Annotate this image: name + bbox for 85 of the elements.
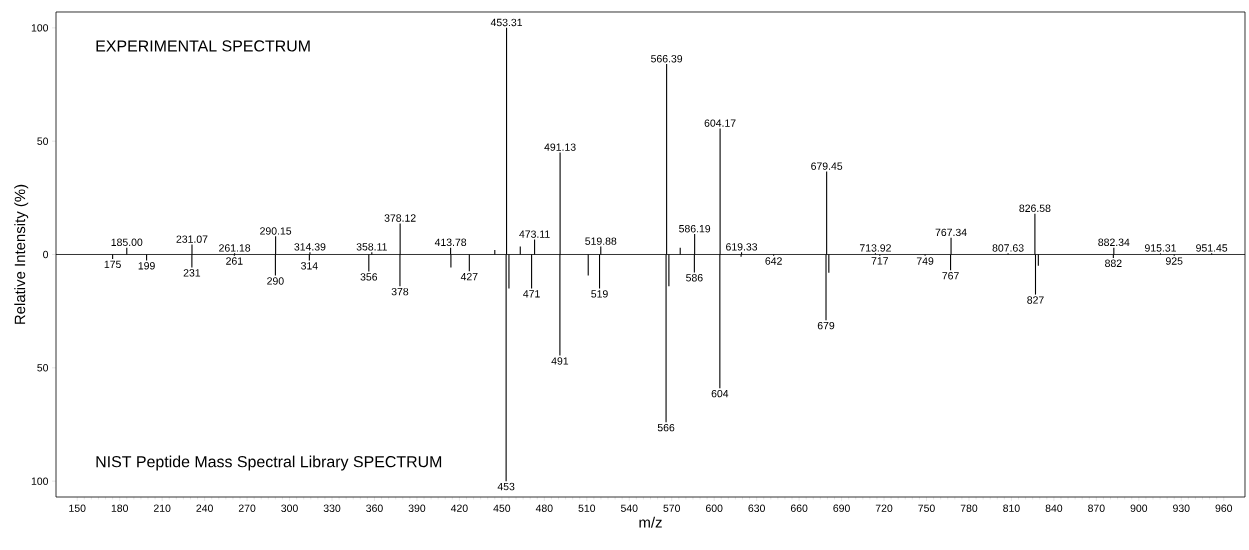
x-tick-label: 300 [281, 504, 298, 512]
annotation: 378 [391, 287, 409, 296]
annotation: 314 [301, 262, 318, 270]
annotation: 175 [104, 260, 121, 269]
annotation: 827 [1027, 296, 1044, 304]
x-tick-label: 690 [833, 504, 850, 512]
annotation: 491 [551, 357, 569, 365]
annotation: 453 [497, 482, 515, 491]
annotation: 519.88 [585, 237, 617, 245]
x-tick-label: 570 [663, 504, 681, 512]
annotation: 586.19 [679, 225, 711, 233]
x-tick-label: 390 [408, 504, 426, 512]
x-tick-label: 270 [238, 504, 256, 512]
x-tick-label: 840 [1045, 504, 1063, 512]
annotation: 951.45 [1196, 244, 1228, 252]
annotation: 473.11 [519, 230, 550, 238]
annotation: 566 [657, 423, 675, 432]
x-axis-title: m/z [639, 516, 662, 528]
y-tick-label: 100 [31, 477, 49, 485]
x-tick-label: 540 [620, 504, 638, 512]
annotation: 679 [817, 321, 835, 330]
x-tick-label: 960 [1215, 504, 1233, 512]
x-tick-label: 600 [705, 504, 723, 512]
annotation: 519 [591, 290, 608, 298]
annotation: 619.33 [726, 243, 758, 251]
x-tick-label: 150 [69, 504, 86, 512]
annotation: 767.34 [935, 228, 967, 237]
x-tick-label: 660 [790, 504, 808, 512]
annotation: 807.63 [992, 244, 1024, 252]
x-tick-label: 240 [196, 504, 213, 512]
annotation: 290 [267, 277, 284, 285]
x-tick-label: 630 [748, 504, 765, 512]
annotation: 427 [460, 272, 478, 281]
annotation: 915.31 [1144, 244, 1176, 252]
annotation: 471 [523, 290, 540, 298]
y-tick-label: 0 [43, 250, 49, 259]
annotation: 826.58 [1019, 204, 1051, 213]
annotation: 882 [1105, 259, 1122, 268]
x-tick-label: 810 [1003, 504, 1020, 512]
annotation: 604.17 [704, 119, 736, 127]
x-tick-label: 180 [111, 504, 129, 512]
annotation: 604 [711, 389, 729, 398]
x-tick-label: 450 [493, 504, 511, 512]
annotation: 566.39 [651, 55, 683, 63]
annotation: 717 [871, 257, 888, 265]
annotation: 314.39 [294, 243, 326, 251]
annotation: 453.31 [490, 18, 523, 27]
annotation: 261 [226, 257, 243, 265]
x-tick-label: 720 [875, 504, 893, 512]
x-tick-label: 900 [1130, 504, 1148, 512]
y-tick-label: 100 [31, 24, 49, 32]
x-tick-label: 870 [1088, 504, 1105, 512]
annotation: 185.00 [111, 238, 143, 247]
y-tick-label: 50 [37, 364, 49, 372]
annotation: 413.78 [434, 238, 467, 247]
annotation: 642 [765, 257, 782, 265]
x-tick-label: 360 [366, 504, 383, 512]
x-tick-label: 420 [450, 504, 468, 512]
annotation: 358.11 [356, 243, 387, 251]
annotation: EXPERIMENTAL SPECTRUM [96, 40, 310, 52]
annotation: 231 [183, 269, 201, 277]
annotation: 679.45 [811, 162, 843, 170]
annotation: 767 [942, 272, 959, 280]
annotation: 713.92 [859, 244, 891, 252]
x-tick-label: 510 [578, 504, 596, 512]
x-tick-label: 330 [323, 504, 341, 512]
x-tick-label: 750 [918, 504, 935, 512]
annotation: 290.15 [260, 227, 292, 235]
x-tick-label: 480 [535, 504, 553, 512]
annotation: 586 [686, 274, 703, 282]
annotation: 199 [138, 262, 155, 270]
y-tick-label: 50 [37, 137, 49, 145]
annotation: NIST Peptide Mass Spectral Library SPECTRUM [96, 455, 442, 471]
annotation: 261.18 [219, 244, 251, 252]
annotation: 378.12 [384, 214, 416, 222]
x-tick-label: 930 [1173, 504, 1190, 512]
annotation: 356 [360, 273, 378, 281]
annotation: 491.13 [544, 143, 576, 151]
annotation: 749 [916, 257, 934, 265]
annotation: 925 [1165, 257, 1183, 265]
x-tick-label: 210 [153, 504, 171, 512]
x-tick-label: 780 [960, 504, 978, 512]
annotation: 882.34 [1098, 238, 1130, 247]
y-axis-title: Relative Intensity (%) [14, 184, 29, 324]
annotation: 231.07 [176, 235, 208, 243]
